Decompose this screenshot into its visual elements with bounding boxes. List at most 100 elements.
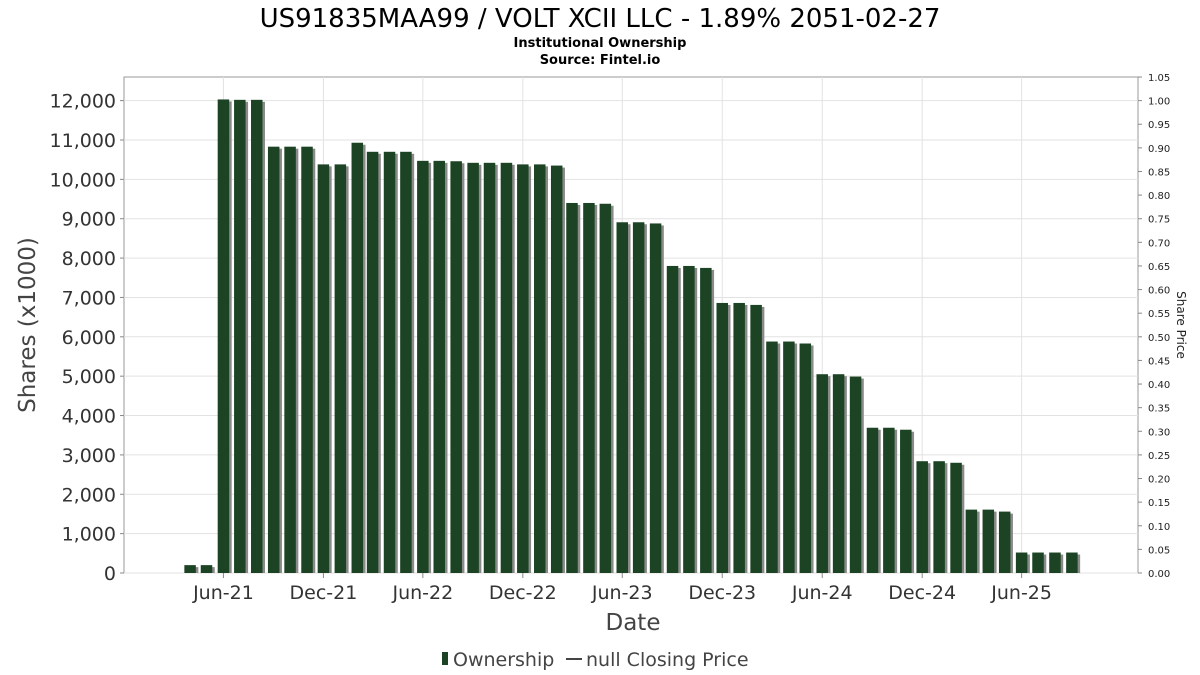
x-axis-ticks: Jun-21 Dec-21 Jun-22 Dec-22 Jun-23 Dec-23 Jun-… xyxy=(192,573,1052,604)
ownership-bar xyxy=(883,427,898,573)
ownership-bar xyxy=(982,509,997,573)
chart-subtitle-line-1: Institutional Ownership xyxy=(514,36,687,51)
bar-fill xyxy=(301,146,313,573)
bar-fill xyxy=(683,265,695,573)
bar-fill xyxy=(550,165,563,574)
bar-fill xyxy=(366,151,379,574)
y2-tick-label: 0.55 xyxy=(1148,309,1170,320)
legend-ownership-label: Ownership xyxy=(453,649,554,671)
ownership-bar xyxy=(1049,552,1064,573)
bar-fill xyxy=(284,146,296,573)
bar-fill xyxy=(733,302,745,573)
x-tick-label: Jun-24 xyxy=(791,582,853,604)
ownership-bar xyxy=(383,151,398,574)
ownership-bar xyxy=(700,267,715,573)
bar-fill xyxy=(632,222,645,573)
y2-tick-label: 0.90 xyxy=(1148,144,1170,155)
bar-fill xyxy=(517,164,529,573)
y2-tick-label: 0.00 xyxy=(1148,569,1170,580)
y2-tick-label: 0.35 xyxy=(1148,404,1170,415)
x-tick-label: Jun-21 xyxy=(192,582,254,604)
bar-fill xyxy=(950,462,962,573)
y2-tick-label: 0.85 xyxy=(1148,167,1170,178)
bar-fill xyxy=(184,565,196,573)
y2-tick-label: 0.40 xyxy=(1148,380,1170,391)
y2-tick-label: 1.05 xyxy=(1148,73,1170,84)
ownership-bar xyxy=(1015,552,1030,573)
ownership-bar xyxy=(583,202,598,573)
y-axis-label: Shares (x1000) xyxy=(15,237,41,413)
ownership-bar xyxy=(783,341,798,573)
bar-fill xyxy=(351,142,364,573)
bar-fill xyxy=(1049,552,1061,573)
y2-tick-label: 0.80 xyxy=(1148,191,1170,202)
bar-fill xyxy=(965,509,978,573)
ownership-bar xyxy=(666,265,681,573)
ownership-bar xyxy=(400,151,415,574)
bar-fill xyxy=(334,164,347,573)
ownership-bar xyxy=(950,462,965,573)
bar-fill xyxy=(866,427,879,573)
bar-fill xyxy=(883,427,895,573)
bar-fill xyxy=(251,99,263,573)
bar-fill xyxy=(583,202,595,573)
bar-fill xyxy=(982,509,995,573)
y2-tick-label: 0.65 xyxy=(1148,262,1170,273)
y-tick-label: 10,000 xyxy=(50,169,116,191)
y-tick-label: 5,000 xyxy=(62,366,116,388)
bar-fill xyxy=(534,164,546,573)
x-tick-label: Dec-24 xyxy=(888,582,956,604)
bar-fill xyxy=(900,429,912,573)
x-tick-label: Jun-25 xyxy=(990,582,1052,604)
bar-fill xyxy=(217,99,230,573)
x-tick-label: Dec-21 xyxy=(290,582,358,604)
ownership-bar xyxy=(632,222,647,573)
legend-closing-price-label: null Closing Price xyxy=(586,649,749,671)
ownership-bar xyxy=(467,162,482,574)
bar-fill xyxy=(1032,552,1044,573)
bar-fill xyxy=(200,565,213,573)
ownership-bar xyxy=(716,302,731,573)
y2-tick-label: 0.60 xyxy=(1148,286,1170,297)
y2-tick-label: 0.70 xyxy=(1148,238,1170,249)
y-tick-label: 0 xyxy=(104,563,116,585)
bar-fill xyxy=(832,374,845,573)
bar-fill xyxy=(849,376,862,573)
bar-fill xyxy=(916,461,928,573)
ownership-bar xyxy=(351,142,366,573)
ownership-bar xyxy=(417,160,432,573)
ownership-bar xyxy=(683,265,698,573)
ownership-bar xyxy=(866,427,881,573)
y-tick-label: 12,000 xyxy=(50,91,116,113)
chart-subtitle-source: Source: Fintel.io xyxy=(540,53,661,68)
chart-title: US91835MAA99 / VOLT XCII LLC - 1.89% 205… xyxy=(260,4,941,34)
bar-fill xyxy=(483,162,496,574)
bar-fill xyxy=(816,374,828,573)
ownership-bar xyxy=(616,222,631,573)
ownership-bar xyxy=(916,461,931,573)
y2-tick-label: 0.45 xyxy=(1148,356,1170,367)
y2-tick-label: 0.95 xyxy=(1148,120,1170,131)
bar-fill xyxy=(267,146,280,573)
bar-fill xyxy=(317,164,330,573)
bar-fill xyxy=(450,161,462,573)
ownership-bar xyxy=(200,565,215,573)
bar-fill xyxy=(234,99,246,573)
y2-tick-label: 0.20 xyxy=(1148,475,1170,486)
y-tick-label: 6,000 xyxy=(62,327,116,349)
ownership-bar xyxy=(500,162,515,574)
ownership-bar xyxy=(566,202,581,573)
y2-axis-ticks: 0.00 0.05 0.10 0.15 0.20 0.25 0.30 0.35 0.40 0.45… xyxy=(1138,73,1170,580)
ownership-bar xyxy=(900,429,915,573)
ownership-bar xyxy=(849,376,864,573)
bar-fill xyxy=(566,202,578,573)
bar-fill xyxy=(616,222,629,573)
bar-fill xyxy=(666,265,679,573)
x-tick-label: Dec-22 xyxy=(489,582,557,604)
y-tick-label: 1,000 xyxy=(62,524,116,546)
ownership-bar xyxy=(1066,552,1081,573)
ownership-bar xyxy=(998,511,1013,573)
y-tick-label: 7,000 xyxy=(62,287,116,309)
ownership-bar xyxy=(750,304,765,573)
y2-tick-label: 0.75 xyxy=(1148,215,1170,226)
